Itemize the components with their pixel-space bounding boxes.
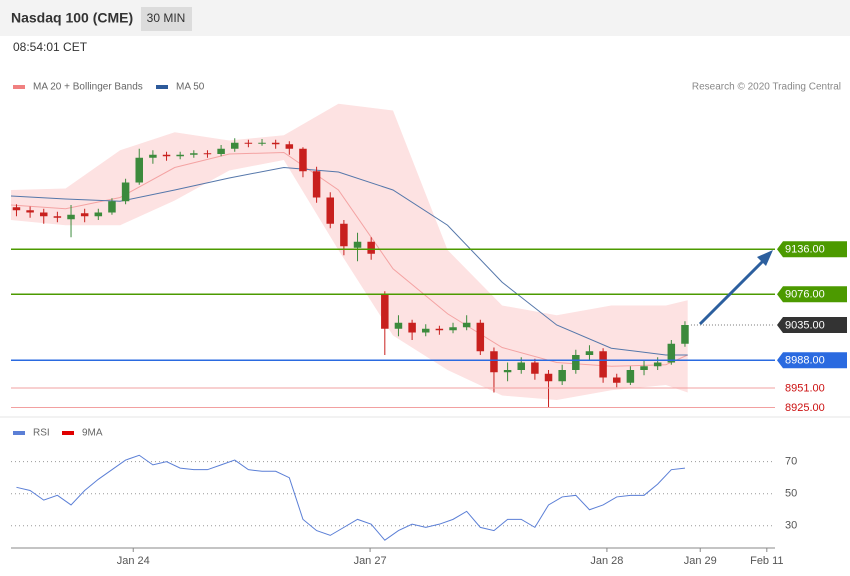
candle-body (572, 355, 580, 370)
candle-body (449, 327, 457, 331)
candle-body (299, 148, 307, 172)
candle-body (421, 328, 430, 333)
candle-body (244, 142, 253, 144)
y-tick-label: 70 (785, 456, 797, 468)
level-label: 9076.00 (785, 289, 825, 301)
candle-body (108, 201, 116, 213)
candle-body (558, 370, 566, 382)
candle-body (12, 207, 21, 211)
candle-body (585, 351, 594, 355)
candle-body (285, 144, 294, 149)
candle-body (340, 223, 348, 247)
candle-body (217, 148, 225, 154)
candle-body (544, 373, 553, 382)
arrow-shaft (698, 258, 766, 326)
candle-body (312, 171, 321, 198)
arrow-head (757, 250, 773, 266)
candle-body (135, 157, 143, 183)
x-tick-label: Jan 24 (117, 555, 150, 567)
level-label: 9035.00 (785, 319, 825, 331)
y-tick-label: 50 (785, 488, 797, 500)
legend-label: MA 20 + Bollinger Bands (33, 82, 143, 93)
candle-body (80, 213, 89, 217)
candle-body (599, 351, 607, 378)
candle-body (367, 241, 375, 254)
legend-label: RSI (33, 428, 50, 439)
legend-label: 9MA (82, 428, 103, 439)
candle-body (39, 212, 48, 217)
legend-label: MA 50 (176, 82, 205, 93)
candle-body (462, 322, 471, 328)
candle-body (612, 377, 621, 383)
level-label: 9136.00 (785, 244, 825, 256)
candle-body (517, 362, 525, 370)
candle-body (190, 153, 198, 155)
candle-body (121, 182, 130, 202)
x-tick-label: Jan 27 (354, 555, 387, 567)
candle-body (353, 241, 362, 248)
level-tag (777, 317, 847, 333)
candle-body (667, 343, 676, 363)
level-tag (777, 241, 847, 258)
candle-body (26, 210, 34, 213)
timestamp: 08:54:01 CET (13, 40, 88, 54)
candle-body (271, 142, 280, 145)
candle-body (149, 154, 157, 158)
level-tag (777, 286, 847, 303)
level-label: 8925.00 (785, 402, 825, 414)
candle-body (176, 154, 184, 157)
candle-body (394, 322, 403, 329)
candle-body (490, 351, 498, 373)
candle-body (435, 328, 444, 331)
legend-swatch (13, 431, 25, 435)
candle-body (326, 197, 334, 224)
level-tag (777, 352, 847, 369)
candle-body (53, 216, 62, 218)
legend-swatch (13, 85, 25, 89)
candle-body (67, 214, 75, 220)
level-label: 8988.00 (785, 355, 825, 367)
interval: 30 MIN (147, 11, 186, 25)
legend-swatch (62, 431, 74, 435)
x-tick-label: Feb 11 (750, 555, 783, 567)
candle-body (626, 370, 635, 383)
level-label: 8951.00 (785, 382, 825, 394)
rsi-panel: RSI 9MA 30 50 70 Jan 24 Jan 27 Jan 28 Jan 29 Feb … (11, 428, 797, 567)
x-tick-label: Jan 29 (684, 555, 717, 567)
candle-body (381, 294, 389, 329)
interval-badge (141, 7, 192, 31)
candle-body (258, 142, 266, 144)
y-tick-label: 30 (785, 520, 797, 532)
price-panel: MA 20 + Bollinger Bands MA 50 9136.00 9076.… (10, 82, 847, 414)
candle-body (203, 153, 212, 155)
bollinger-band (11, 103, 688, 400)
candle-body (503, 370, 512, 373)
candle-body (162, 154, 171, 157)
candle-body (476, 322, 485, 352)
candle-body (653, 362, 662, 367)
candle-body (531, 362, 539, 374)
legend-swatch (156, 85, 168, 89)
candle-body (408, 322, 416, 333)
copyright: Research © 2020 Trading Central (692, 82, 841, 93)
candle-body (94, 212, 103, 217)
target-arrow (698, 250, 773, 326)
candle-body (230, 142, 239, 149)
candle-body (681, 325, 689, 344)
rsi-line (16, 454, 686, 541)
x-tick-label: Jan 28 (590, 555, 623, 567)
candle-body (640, 366, 648, 370)
title: Nasdaq 100 (CME) (11, 10, 133, 26)
